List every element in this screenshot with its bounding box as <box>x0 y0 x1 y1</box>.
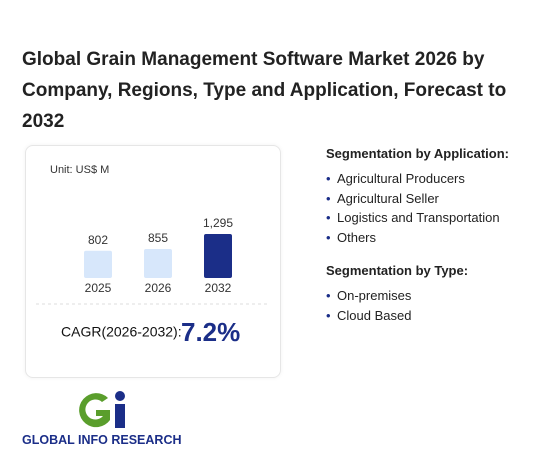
title: Global Grain Management Software Market … <box>22 49 507 132</box>
cagr-value: 7.2% <box>181 317 240 347</box>
x-tick-label: 2032 <box>205 281 232 295</box>
segment-item: Others <box>326 228 556 248</box>
value-label: 1,295 <box>203 216 233 230</box>
unit: Unit: US$ M <box>50 164 109 176</box>
segment-item: Agricultural Producers <box>326 169 556 189</box>
logo-text: GLOBAL INFO RESEARCH <box>22 433 182 447</box>
x-tick-label: 2026 <box>145 281 172 295</box>
bar <box>144 248 172 278</box>
segment-application: Segmentation by Application: Agricultura… <box>326 146 556 247</box>
segment-item: On-premises <box>326 286 556 306</box>
segment-type: Segmentation by Type: On-premisesCloud B… <box>326 263 556 325</box>
chart: Unit: US$ M CAGR(2026-2032): 7.2% 802 202… <box>36 164 270 347</box>
segment-heading: Segmentation by Application: <box>326 146 509 161</box>
segment-item: Cloud Based <box>326 306 556 326</box>
value-label: 802 <box>88 233 108 247</box>
segment-heading: Segmentation by Type: <box>326 263 469 278</box>
segment-list: Agricultural ProducersAgricultural Selle… <box>326 169 556 247</box>
segment-item: Agricultural Seller <box>326 189 556 209</box>
segment-list: On-premisesCloud Based <box>326 286 556 325</box>
x-tick-label: 2025 <box>85 281 112 295</box>
cagr-label: CAGR(2026-2032): <box>61 324 182 340</box>
logo-mark <box>79 391 125 428</box>
bar <box>84 250 112 278</box>
value-label: 855 <box>148 231 168 245</box>
bar <box>204 234 232 278</box>
segment-item: Logistics and Transportation <box>326 208 556 228</box>
chart-card: Unit: US$ M CAGR(2026-2032): 7.2% 802 202… <box>25 145 281 378</box>
